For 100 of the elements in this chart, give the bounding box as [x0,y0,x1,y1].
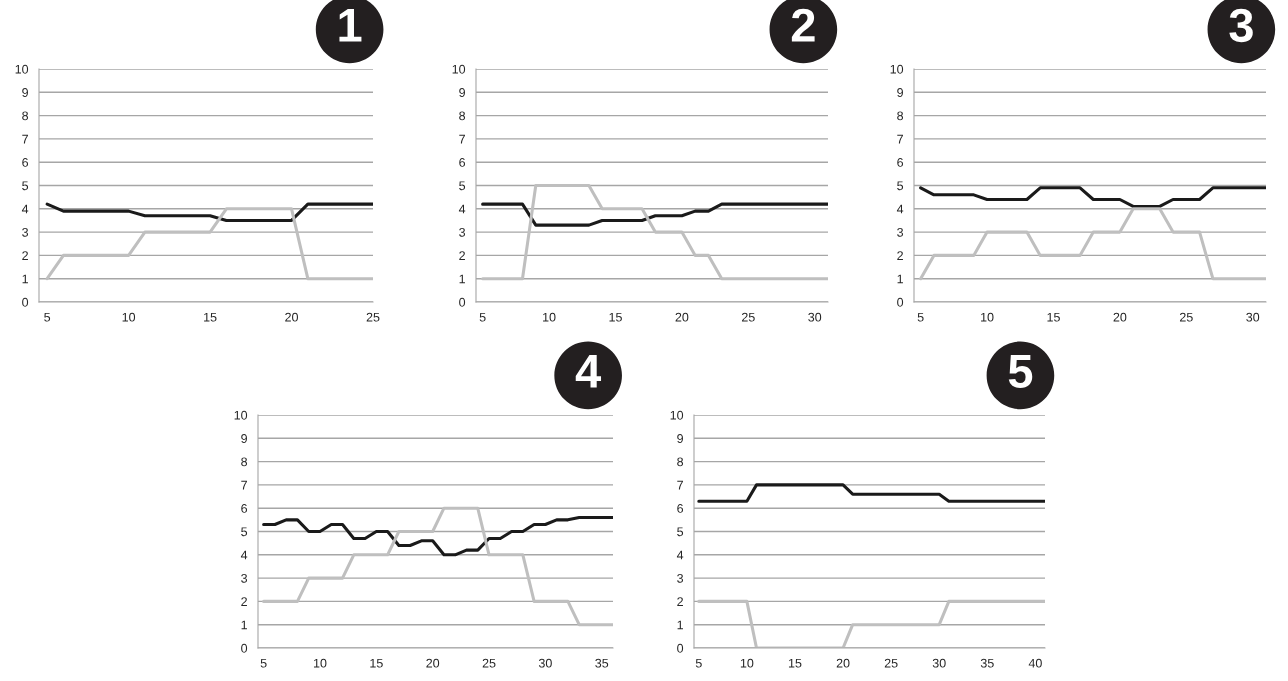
x-tick-label: 20 [836,658,850,668]
y-tick-label: 6 [459,158,466,167]
x-tick-label: 35 [980,658,994,668]
y-tick-label: 8 [241,457,248,467]
y-tick-label: 2 [459,251,465,260]
x-tick-label: 10 [543,312,556,322]
y-tick-label: 10 [890,64,904,74]
y-tick-label: 7 [241,480,247,490]
y-tick-label: 7 [897,134,903,144]
y-tick-label: 6 [22,158,29,167]
x-tick-label: 20 [285,312,298,322]
line-series [919,186,1266,208]
y-tick-label: 5 [677,527,684,537]
y-tick-label: 9 [677,434,683,443]
chart-title: 2 [791,8,815,42]
y-tick-label: 5 [897,181,904,191]
y-tick-label: 0 [897,297,904,307]
y-tick-label: 10 [234,410,248,420]
y-tick-label: 3 [677,573,684,583]
x-tick-label: 25 [741,312,755,322]
y-tick-label: 1 [22,274,28,284]
y-tick-label: 5 [241,527,248,537]
x-tick-label: 20 [426,658,440,668]
x-tick-label: 40 [1028,658,1042,668]
y-tick-label: 9 [459,88,465,97]
x-tick-label: 30 [932,658,946,668]
y-tick-label: 3 [241,573,248,583]
y-tick-label: 7 [459,134,465,144]
y-tick-label: 9 [22,88,28,97]
y-tick-label: 1 [677,620,683,630]
y-tick-label: 2 [22,251,28,260]
x-tick-label: 35 [595,658,609,668]
x-tick-label: 15 [1047,312,1060,322]
x-tick-label: 15 [370,658,383,668]
line-series [262,515,613,557]
y-tick-label: 6 [897,158,904,167]
y-tick-label: 2 [897,251,903,260]
y-tick-label: 6 [677,504,684,513]
x-tick-label: 20 [675,312,689,322]
x-tick-label: 25 [482,658,496,668]
x-tick-label: 5 [917,312,924,322]
line-series [45,202,373,222]
y-tick-label: 10 [670,410,684,420]
x-tick-label: 5 [44,312,51,322]
y-tick-label: 5 [459,181,466,191]
y-tick-label: 0 [22,297,29,307]
y-tick-label: 0 [241,643,248,653]
y-tick-label: 1 [897,274,903,284]
y-tick-label: 9 [897,88,903,97]
y-tick-label: 1 [241,620,247,630]
y-tick-label: 8 [677,457,684,467]
line-series [45,207,373,281]
y-tick-label: 10 [452,64,466,74]
y-tick-label: 7 [677,480,683,490]
x-tick-label: 15 [788,658,802,668]
y-tick-label: 0 [677,643,684,653]
x-tick-label: 5 [260,658,267,668]
x-tick-label: 20 [1113,312,1127,322]
y-tick-label: 0 [459,297,466,307]
x-tick-label: 5 [479,312,486,322]
x-tick-label: 15 [609,312,622,322]
x-tick-label: 25 [884,658,898,668]
y-tick-label: 8 [22,111,29,121]
x-tick-label: 5 [695,658,702,668]
line-series [262,506,613,627]
line-series [919,207,1266,281]
y-tick-label: 4 [896,204,904,214]
y-tick-label: 3 [897,227,904,237]
y-tick-label: 4 [240,550,248,560]
y-tick-label: 3 [459,227,466,237]
x-tick-label: 10 [740,658,754,668]
y-tick-label: 1 [459,274,465,284]
x-tick-label: 25 [366,312,380,322]
x-tick-label: 30 [1246,312,1260,322]
x-tick-label: 30 [538,658,552,668]
y-tick-label: 9 [241,434,247,443]
chart-title: 5 [1008,355,1033,389]
y-tick-label: 4 [458,204,466,214]
y-tick-label: 3 [22,227,29,237]
y-tick-label: 2 [241,597,247,606]
y-tick-label: 2 [677,597,683,606]
y-tick-label: 8 [459,111,466,121]
chart-title: 3 [1229,8,1253,43]
y-tick-label: 6 [241,504,248,513]
line-series [481,183,828,281]
y-tick-label: 8 [897,111,904,121]
y-tick-label: 10 [15,64,29,74]
x-tick-label: 10 [313,658,327,668]
x-tick-label: 25 [1179,312,1193,322]
y-tick-label: 7 [22,134,28,144]
x-tick-label: 10 [981,312,994,322]
x-tick-label: 15 [204,312,217,322]
chart-title: 4 [575,355,602,388]
y-tick-label: 4 [676,550,684,560]
x-tick-label: 30 [808,312,822,322]
line-series [481,202,828,227]
x-tick-label: 10 [122,312,136,322]
y-tick-label: 5 [22,181,29,191]
chart-title: 1 [339,9,362,42]
y-tick-label: 4 [21,204,29,214]
